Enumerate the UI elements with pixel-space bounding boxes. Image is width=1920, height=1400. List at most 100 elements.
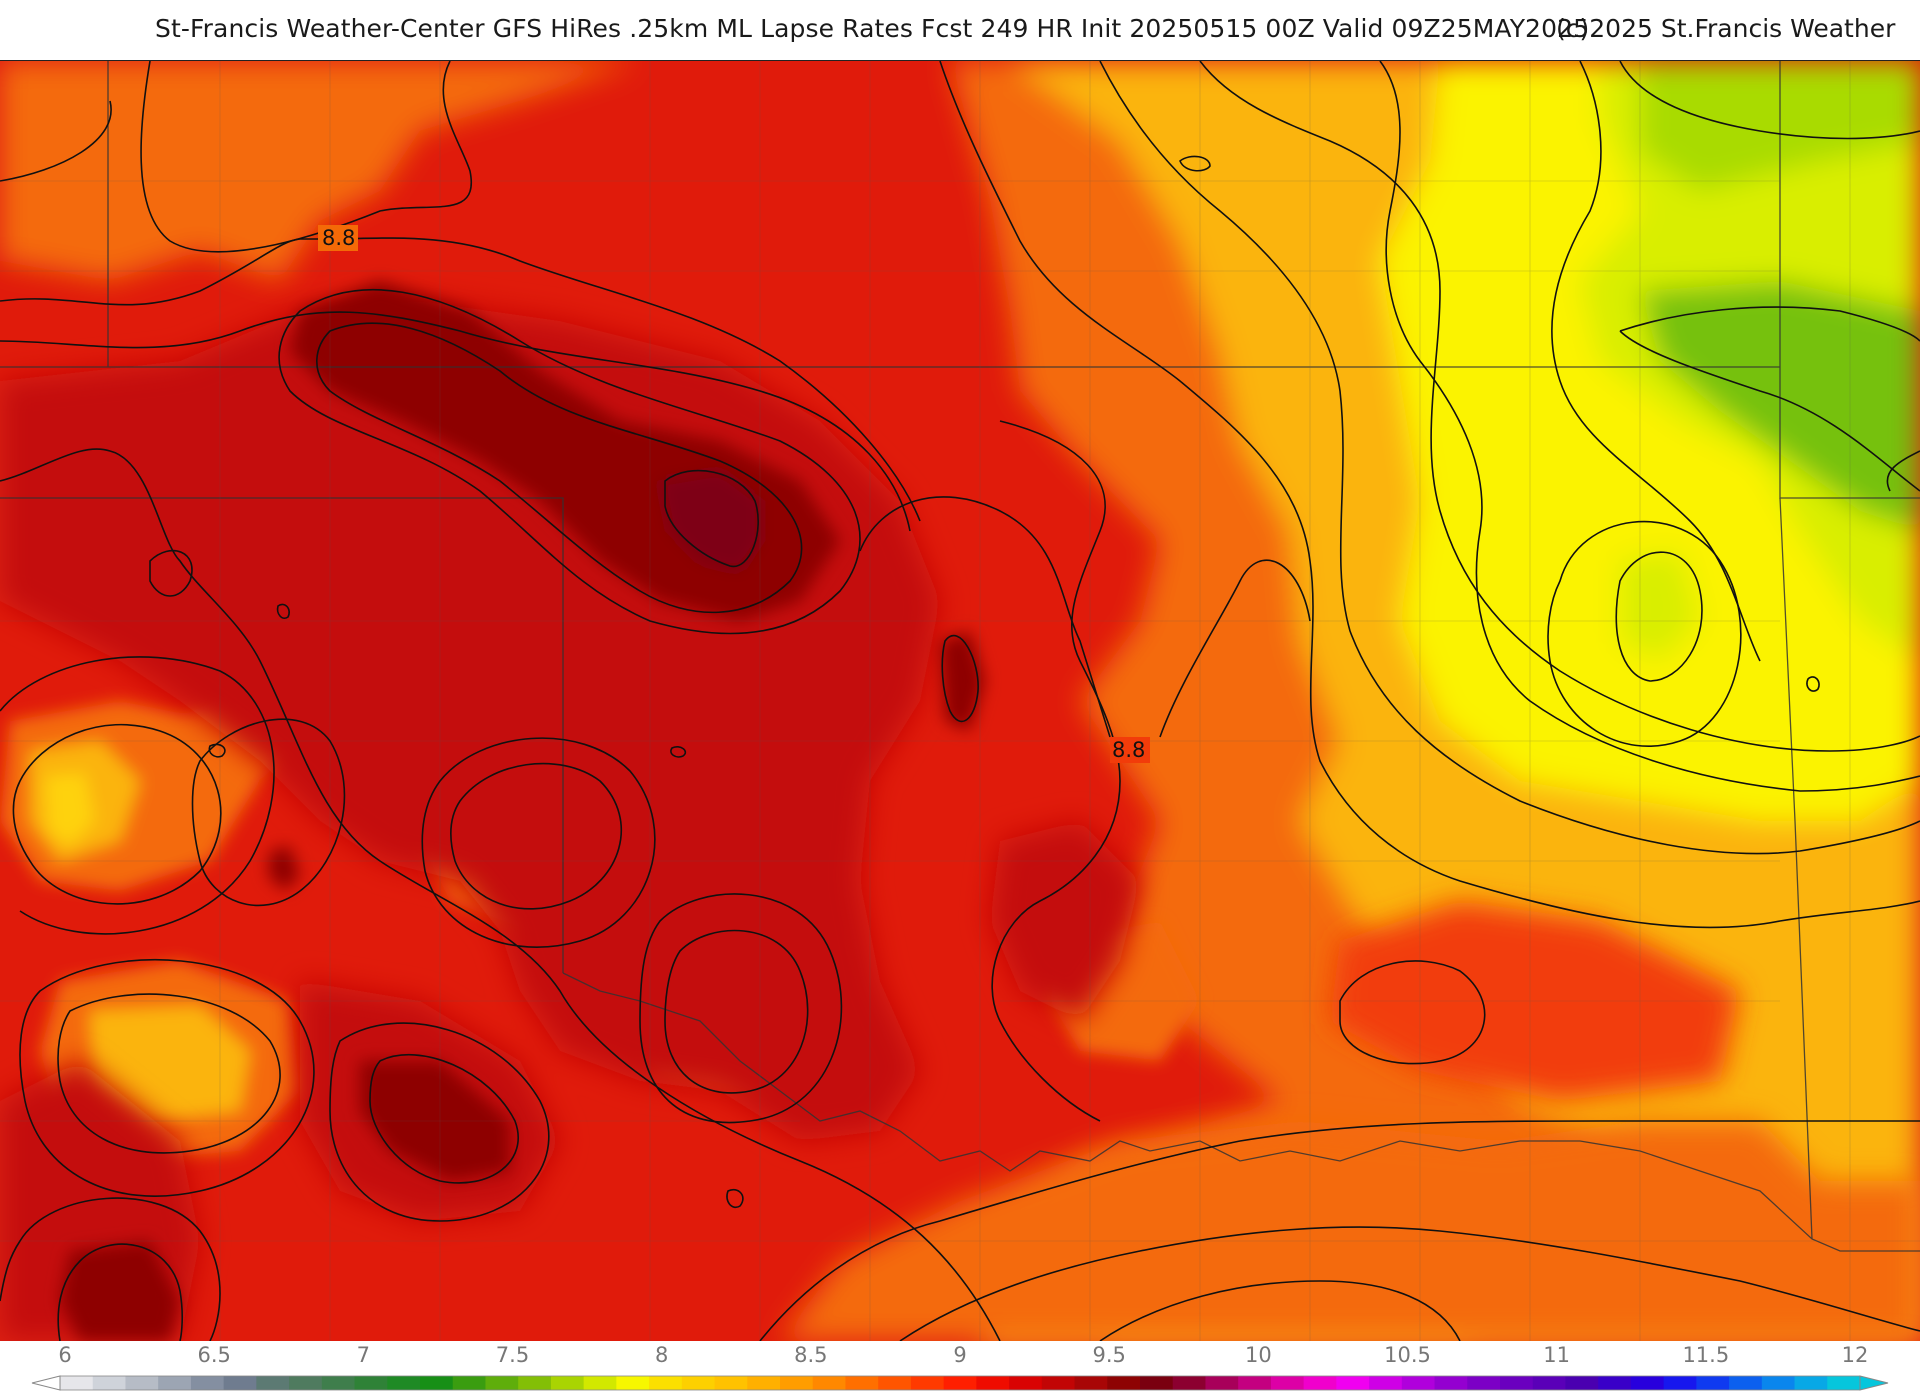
- colorbar-swatch: [1172, 1376, 1206, 1390]
- colorbar-swatch: [420, 1376, 454, 1390]
- contour-east-blob: [1615, 551, 1703, 682]
- state-line-east-vertical: [1779, 497, 1813, 1240]
- map-panel[interactable]: 8.8 8.8: [0, 60, 1920, 1341]
- colorbar-swatch: [1729, 1376, 1763, 1390]
- contour-east-2: [1099, 61, 1920, 855]
- lapse-rate-map[interactable]: 8.8 8.8: [0, 61, 1920, 1341]
- contour-southeast-small: [1339, 960, 1486, 1065]
- contour-south-dark: [369, 1053, 519, 1184]
- contour-west-lobe-2b: [19, 959, 315, 1197]
- colorbar: [31, 1375, 1889, 1391]
- fill-west-amber-2: [90, 1006, 250, 1121]
- colorbar-tick-label: 11.5: [1682, 1343, 1730, 1367]
- colorbar-swatch: [354, 1376, 388, 1390]
- contour-center-lobe-2b: [639, 893, 843, 1124]
- colorbar-tick-label: 6: [58, 1343, 72, 1367]
- fill-center-small-dark: [940, 631, 985, 731]
- shaded-fill-layer: [0, 61, 1920, 1341]
- fill-west-yellow-1: [45, 773, 95, 846]
- colorbar-outline: [59, 1375, 1861, 1391]
- fill-northwest-orange: [0, 61, 640, 281]
- colorbar-swatch: [1074, 1376, 1108, 1390]
- contour-northeast-small: [1179, 155, 1211, 172]
- contour-north-88: [0, 237, 921, 522]
- contour-southwest: [57, 1243, 183, 1341]
- contour-lines: [0, 61, 1920, 1341]
- colorbar-swatch: [1009, 1376, 1043, 1390]
- colorbar-left-arrow: [31, 1375, 61, 1391]
- contour-west-lobe-3: [191, 718, 346, 907]
- contour-east-4: [1379, 61, 1920, 792]
- map-title: St-Francis Weather-Center GFS HiRes .25k…: [155, 14, 1590, 43]
- colorbar-tick-label: 11: [1543, 1343, 1571, 1367]
- fill-east-crimson: [990, 821, 1140, 1021]
- colorbar-swatch: [1434, 1376, 1468, 1390]
- colorbar-swatch: [943, 1376, 977, 1390]
- colorbar-swatch: [878, 1376, 912, 1390]
- colorbar-swatch: [321, 1376, 356, 1390]
- colorbar-swatch: [1761, 1376, 1796, 1390]
- contour-center-lobe-1: [450, 762, 623, 910]
- colorbar-swatch: [1663, 1376, 1697, 1390]
- colorbar-swatch: [1827, 1376, 1861, 1390]
- colorbar-swatch: [1369, 1376, 1403, 1390]
- colorbar-tick-label: 10.5: [1384, 1343, 1431, 1367]
- contour-center-lobe-2: [664, 929, 809, 1094]
- colorbar-swatch: [616, 1376, 650, 1390]
- contour-east-green-2: [1619, 306, 1920, 492]
- contour-north-1: [0, 61, 473, 253]
- colorbar-swatch: [910, 1376, 945, 1390]
- colorbar-swatch: [1140, 1376, 1174, 1390]
- colorbar-swatch: [780, 1376, 814, 1390]
- colorbar-swatch: [92, 1376, 126, 1390]
- colorbar-swatch: [714, 1376, 748, 1390]
- boundary-lines: [0, 61, 1920, 1252]
- colorbar-swatch: [1107, 1376, 1141, 1390]
- contour-southwest-b: [0, 1197, 221, 1341]
- colorbar-swatch: [518, 1376, 552, 1390]
- colorbar-swatch: [60, 1376, 94, 1390]
- colorbar-swatch: [1500, 1376, 1534, 1390]
- colorbar-swatch: [1696, 1376, 1730, 1390]
- fill-west-small-dark: [268, 846, 300, 891]
- colorbar-swatch: [1303, 1376, 1337, 1390]
- colorbar-swatch: [1238, 1376, 1272, 1390]
- colorbar-swatch: [747, 1376, 781, 1390]
- contour-label-group: 8.8 8.8: [318, 225, 1150, 763]
- contour-south-3: [1099, 1280, 1461, 1341]
- colorbar-swatch: [1270, 1376, 1305, 1390]
- colorbar-swatch: [1630, 1376, 1665, 1390]
- colorbar-swatch: [158, 1376, 192, 1390]
- county-lines: [0, 61, 1920, 1341]
- colorbar-swatch: [1598, 1376, 1632, 1390]
- colorbar-swatch: [1794, 1376, 1828, 1390]
- colorbar-swatch: [387, 1376, 421, 1390]
- contour-label-bg-1: [318, 225, 358, 251]
- fill-south-orange: [780, 1121, 1920, 1341]
- contour-east-tiny: [1806, 676, 1820, 692]
- colorbar-tick-label: 12: [1841, 1343, 1869, 1367]
- contour-south-1: [759, 1120, 1920, 1341]
- contour-small-5: [726, 1188, 744, 1209]
- contour-east-green-3: [1886, 450, 1920, 492]
- colorbar-swatch: [256, 1376, 290, 1390]
- contour-small-4: [670, 746, 687, 758]
- colorbar-swatch: [1205, 1376, 1239, 1390]
- contour-small-3: [276, 603, 290, 619]
- colorbar-swatch: [1565, 1376, 1599, 1390]
- colorbar-tick-label: 8.5: [794, 1343, 828, 1367]
- contour-label-center: 8.8: [1112, 738, 1145, 762]
- colorbar-tick-label: 9.5: [1092, 1343, 1126, 1367]
- colorbar-swatch: [125, 1376, 159, 1390]
- colorbar-swatch: [845, 1376, 879, 1390]
- contour-dark-red-inner: [316, 322, 803, 614]
- contour-small-2: [208, 743, 226, 758]
- contour-south-dark-b: [329, 1022, 550, 1222]
- contour-west-outer: [0, 448, 1001, 1341]
- colorbar-swatch: [976, 1376, 1010, 1390]
- fill-green-spot: [1620, 551, 1700, 661]
- colorbar-right-arrow: [1859, 1375, 1889, 1391]
- colorbar-swatch: [1532, 1376, 1566, 1390]
- colorbar-swatch: [1336, 1376, 1370, 1390]
- contour-label-bg-2: [1110, 737, 1150, 763]
